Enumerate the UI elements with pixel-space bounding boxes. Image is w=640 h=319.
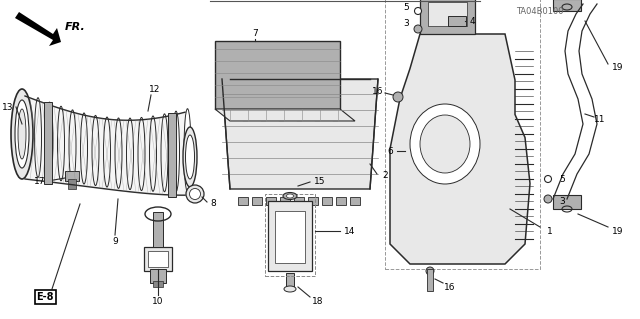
Text: 17: 17 <box>35 176 45 186</box>
Bar <box>385 0 540 269</box>
Bar <box>322 197 332 205</box>
Bar <box>308 197 318 205</box>
Text: 3: 3 <box>403 19 409 28</box>
Text: 11: 11 <box>595 115 605 123</box>
Text: 6: 6 <box>387 146 393 155</box>
Bar <box>144 247 172 271</box>
Text: 13: 13 <box>3 102 13 112</box>
Text: 16: 16 <box>372 86 384 95</box>
Text: 3: 3 <box>559 197 565 205</box>
Ellipse shape <box>410 104 480 184</box>
Polygon shape <box>215 109 355 121</box>
Text: TA04B0100: TA04B0100 <box>516 6 564 16</box>
Bar <box>286 273 294 289</box>
Bar <box>294 197 304 205</box>
Ellipse shape <box>11 89 33 179</box>
Circle shape <box>414 25 422 33</box>
Ellipse shape <box>186 185 204 203</box>
Ellipse shape <box>283 192 297 199</box>
Text: 19: 19 <box>612 226 624 235</box>
Text: 14: 14 <box>344 226 356 235</box>
Polygon shape <box>15 12 61 46</box>
Bar <box>215 41 340 109</box>
Text: FR.: FR. <box>65 22 86 32</box>
Bar <box>553 195 581 209</box>
Bar <box>252 197 262 205</box>
Text: 8: 8 <box>210 199 216 209</box>
Bar <box>153 281 163 287</box>
Circle shape <box>426 267 434 275</box>
Text: 9: 9 <box>112 236 118 246</box>
Bar <box>153 212 163 247</box>
Bar <box>65 171 79 181</box>
Text: 16: 16 <box>444 283 456 292</box>
Bar <box>420 0 475 34</box>
Bar <box>266 197 276 205</box>
Bar <box>275 211 305 263</box>
Text: 5: 5 <box>403 3 409 11</box>
Text: 12: 12 <box>149 85 161 93</box>
Bar <box>68 179 76 189</box>
Text: 15: 15 <box>314 176 326 186</box>
Circle shape <box>415 8 422 14</box>
Bar <box>150 269 166 283</box>
Ellipse shape <box>183 127 197 187</box>
Ellipse shape <box>287 194 294 198</box>
Circle shape <box>544 195 552 203</box>
Text: 1: 1 <box>547 226 553 235</box>
Bar <box>427 269 433 291</box>
Text: 10: 10 <box>152 296 164 306</box>
Ellipse shape <box>189 189 200 199</box>
Bar <box>238 197 248 205</box>
Text: E-8: E-8 <box>36 292 54 302</box>
Bar <box>553 0 581 11</box>
Text: 7: 7 <box>252 29 258 39</box>
Text: 5: 5 <box>559 174 565 183</box>
Text: 4: 4 <box>469 17 475 26</box>
Bar <box>148 251 168 267</box>
Bar <box>448 16 466 26</box>
Bar <box>336 197 346 205</box>
Ellipse shape <box>186 135 195 179</box>
Bar <box>265 194 315 276</box>
Polygon shape <box>222 79 378 189</box>
Ellipse shape <box>15 100 29 168</box>
Bar <box>268 201 312 271</box>
Text: 2: 2 <box>382 172 388 181</box>
Circle shape <box>545 175 552 182</box>
Bar <box>428 2 467 26</box>
Bar <box>168 113 176 197</box>
Polygon shape <box>390 34 530 264</box>
Ellipse shape <box>420 115 470 173</box>
Bar <box>44 102 52 184</box>
Ellipse shape <box>284 286 296 292</box>
Text: 18: 18 <box>312 296 324 306</box>
Bar <box>350 197 360 205</box>
Bar <box>280 197 290 205</box>
Text: 19: 19 <box>612 63 624 71</box>
Circle shape <box>393 92 403 102</box>
Ellipse shape <box>18 109 26 159</box>
